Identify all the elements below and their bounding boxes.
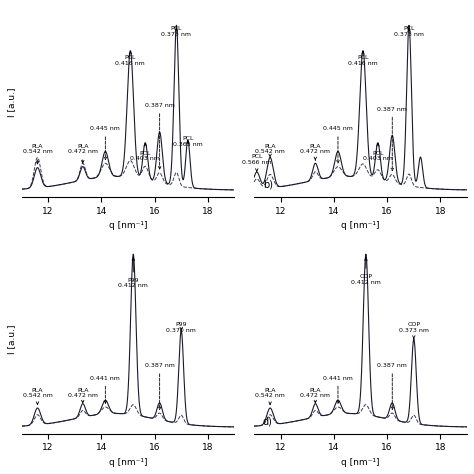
Text: 0.441 nm: 0.441 nm [91, 376, 120, 403]
Text: b): b) [263, 179, 273, 189]
Text: COP
0.373 nm: COP 0.373 nm [399, 322, 429, 338]
Text: PLA
0.542 nm: PLA 0.542 nm [255, 144, 285, 157]
Text: P99
0.412 nm: P99 0.412 nm [118, 258, 148, 288]
Text: PLA
0.472 nm: PLA 0.472 nm [301, 388, 330, 403]
Text: 0.387 nm: 0.387 nm [377, 363, 407, 410]
Text: PLA
0.542 nm: PLA 0.542 nm [23, 144, 53, 164]
Text: PLA
0.472 nm: PLA 0.472 nm [68, 144, 98, 163]
Text: PCL
0.373 nm: PCL 0.373 nm [394, 27, 424, 37]
Y-axis label: I [a.u.]: I [a.u.] [7, 324, 16, 354]
Text: 0.387 nm: 0.387 nm [145, 103, 174, 169]
Text: d): d) [263, 416, 273, 426]
X-axis label: q [nm⁻¹]: q [nm⁻¹] [109, 221, 147, 230]
Text: 0.387 nm: 0.387 nm [145, 363, 174, 410]
Text: PCL
0.416 nm: PCL 0.416 nm [116, 52, 145, 65]
Text: PCL
0.365 nm: PCL 0.365 nm [173, 137, 203, 147]
Text: PCL
0.403 nm: PCL 0.403 nm [363, 144, 393, 162]
Text: 0.441 nm: 0.441 nm [323, 376, 353, 403]
X-axis label: q [nm⁻¹]: q [nm⁻¹] [109, 458, 147, 467]
Text: COP
0.412 nm: COP 0.412 nm [351, 258, 381, 285]
Y-axis label: I [a.u.]: I [a.u.] [7, 87, 16, 117]
Text: PCL
0.416 nm: PCL 0.416 nm [348, 52, 378, 65]
Text: 0.387 nm: 0.387 nm [377, 107, 407, 171]
Text: PLA
0.542 nm: PLA 0.542 nm [23, 388, 53, 404]
Text: PCL
0.403 nm: PCL 0.403 nm [130, 144, 160, 162]
Text: PLA
0.542 nm: PLA 0.542 nm [255, 388, 285, 404]
X-axis label: q [nm⁻¹]: q [nm⁻¹] [341, 458, 380, 467]
Text: P99
0.370 nm: P99 0.370 nm [166, 322, 196, 333]
Text: PCL
0.566 nm: PCL 0.566 nm [242, 154, 272, 171]
Text: 0.445 nm: 0.445 nm [323, 126, 353, 163]
Text: PLA
0.472 nm: PLA 0.472 nm [301, 144, 330, 160]
Text: 0.445 nm: 0.445 nm [91, 126, 120, 160]
Text: PLA
0.472 nm: PLA 0.472 nm [68, 388, 98, 403]
Text: PCL
0.373 nm: PCL 0.373 nm [162, 27, 191, 37]
X-axis label: q [nm⁻¹]: q [nm⁻¹] [341, 221, 380, 230]
